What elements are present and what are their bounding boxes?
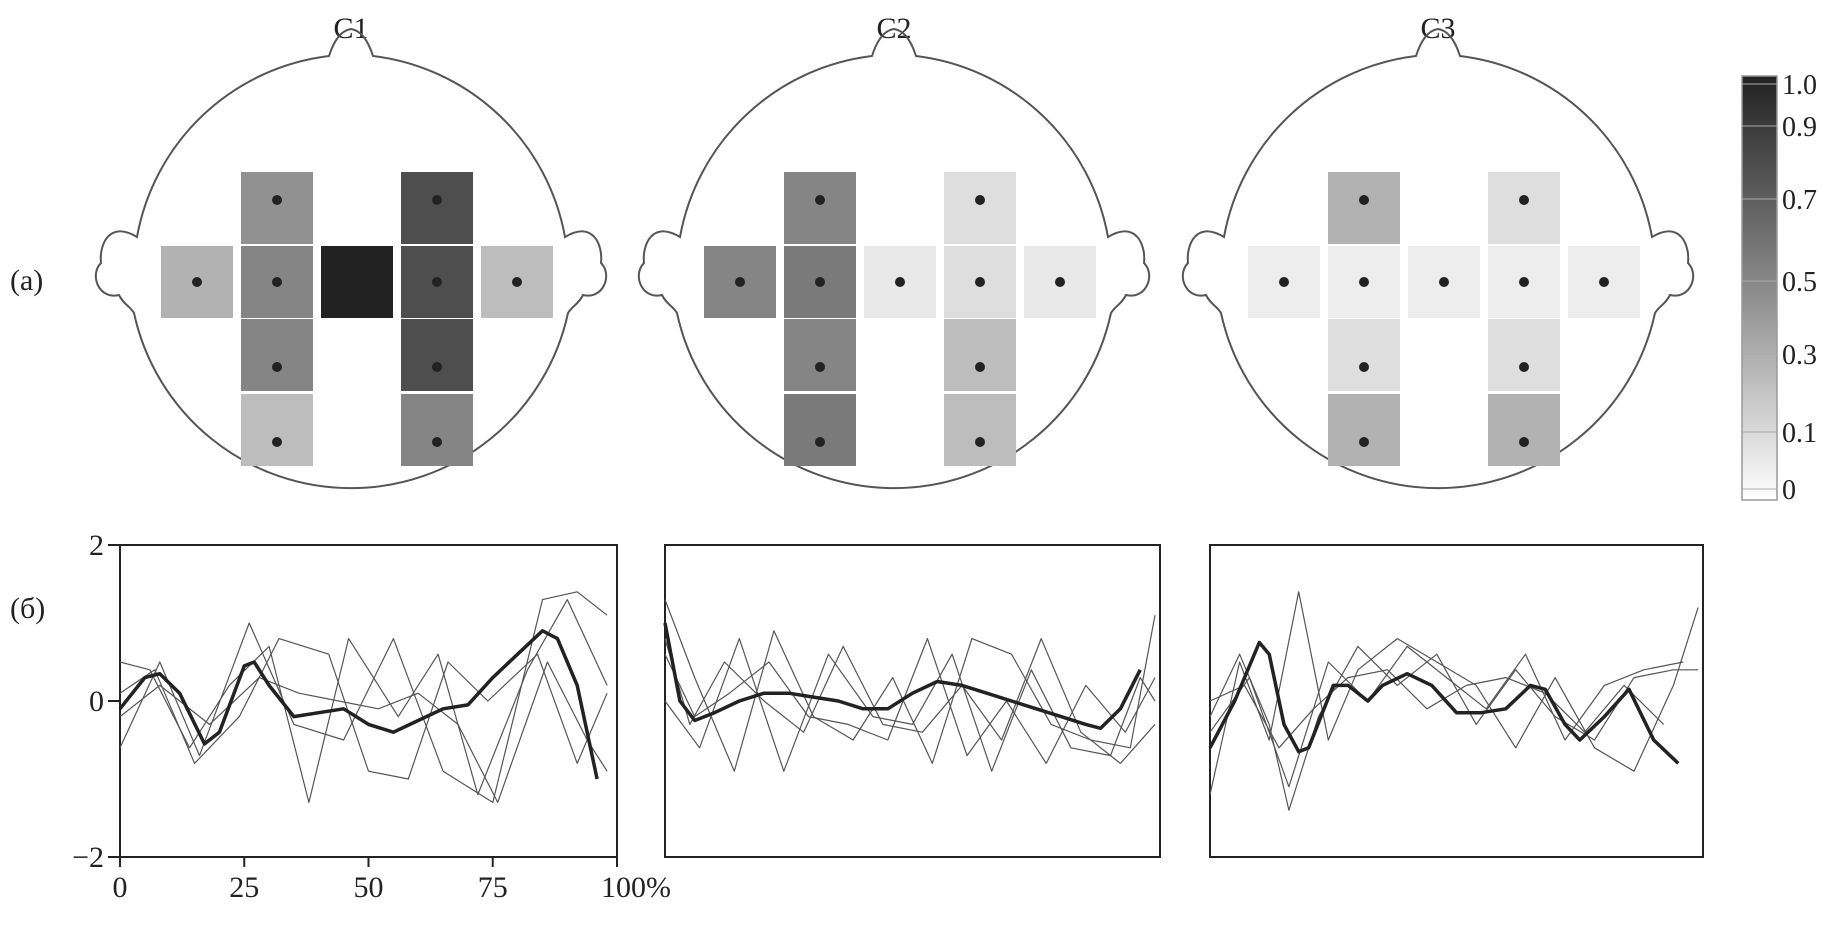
electrode-cell [401, 394, 473, 466]
trace-line [119, 591, 608, 803]
colorbar-tick-label: 0.3 [1782, 340, 1817, 371]
electrode-cell [784, 394, 856, 466]
electrode-dot [1359, 195, 1369, 205]
line-panel-3 [1208, 544, 1704, 858]
electrode-dot [815, 277, 825, 287]
electrode-dot [1599, 277, 1609, 287]
electrode-cell [401, 319, 473, 391]
electrode-cell [944, 172, 1016, 244]
panel-label-a: (a) [10, 264, 43, 297]
electrode-dot [192, 277, 202, 287]
mean-line [118, 629, 599, 780]
mean-line [663, 622, 1142, 731]
electrode-dot [895, 277, 905, 287]
head-map-c2: C2 [637, 12, 1151, 490]
trace-line [664, 638, 1156, 764]
electrode-dot [1519, 437, 1529, 447]
electrode-dot [1359, 277, 1369, 287]
electrode-cell [241, 394, 313, 466]
x-tick-label: 50 [354, 871, 384, 904]
electrode-dot [352, 277, 362, 287]
y-tick-label: 2 [89, 529, 104, 562]
electrode-dot [815, 195, 825, 205]
electrode-dot [975, 362, 985, 372]
electrode-dot [1439, 277, 1449, 287]
electrode-dot [512, 277, 522, 287]
electrode-dot [975, 437, 985, 447]
plot-frame [1209, 544, 1704, 858]
colorbar-tick-label: 0.9 [1782, 112, 1817, 143]
trace-line [664, 638, 1156, 764]
electrode-dot [815, 437, 825, 447]
electrode-dot [1519, 362, 1529, 372]
x-tick-label: 25 [229, 871, 259, 904]
colorbar: 1.0 0.9 0.7 0.5 0.3 0.1 0 [1741, 70, 1817, 506]
electrode-dot [975, 195, 985, 205]
line-panel-2 [663, 544, 1161, 858]
colorbar-tick-label: 0.1 [1782, 418, 1817, 449]
electrode-cell [784, 319, 856, 391]
colorbar-tick-label: 0.7 [1782, 185, 1817, 216]
electrode-dot [272, 362, 282, 372]
electrode-cell [1488, 172, 1560, 244]
electrode-dot [815, 362, 825, 372]
trace-line [664, 638, 1156, 772]
colorbar-tick-label: 0 [1782, 475, 1796, 506]
electrode-dot [975, 277, 985, 287]
electrode-cell [241, 319, 313, 391]
electrode-cell [241, 172, 313, 244]
electrode-cell [944, 394, 1016, 466]
electrode-dot [432, 195, 442, 205]
head-map-c1: C1 [94, 12, 608, 490]
trace-line [119, 661, 608, 803]
electrode-dot [432, 277, 442, 287]
panel-label-b: (б) [10, 592, 45, 625]
electrode-cell [1488, 319, 1560, 391]
trace-line [1209, 645, 1684, 788]
y-tick-label: −2 [72, 841, 104, 874]
electrode-dot [272, 277, 282, 287]
electrode-dot [432, 362, 442, 372]
trace-line [1209, 669, 1665, 749]
electrode-dot [272, 195, 282, 205]
trace-line [119, 638, 608, 780]
electrode-cell [944, 319, 1016, 391]
colorbar-tick-label: 1.0 [1782, 70, 1817, 101]
electrode-dot [1359, 362, 1369, 372]
x-tick-label: 100% [601, 871, 671, 904]
trace-line [1209, 591, 1699, 795]
electrode-dot [1055, 277, 1065, 287]
electrode-dot [1279, 277, 1289, 287]
x-tick-label: 75 [478, 871, 508, 904]
x-tick-label: 0 [113, 871, 128, 904]
electrode-dot [1519, 277, 1529, 287]
electrode-dot [272, 437, 282, 447]
electrode-dot [1359, 437, 1369, 447]
electrode-dot [735, 277, 745, 287]
line-panel-1: 2 0 −2 0 25 50 75 100% [72, 529, 671, 904]
trace-line [664, 599, 1156, 772]
y-tick-label: 0 [89, 685, 104, 718]
electrode-cell [1328, 172, 1400, 244]
mean-line [1208, 640, 1680, 765]
electrode-dot [1519, 195, 1529, 205]
colorbar-gradient [1741, 75, 1778, 501]
electrode-dot [432, 437, 442, 447]
plot-frame [119, 544, 618, 858]
electrode-cell [1328, 394, 1400, 466]
trace-line [119, 599, 608, 803]
head-map-c3: C3 [1181, 12, 1695, 490]
electrode-cell [1488, 394, 1560, 466]
electrode-cell [1328, 319, 1400, 391]
electrode-cell [401, 172, 473, 244]
electrode-cell [784, 172, 856, 244]
colorbar-tick-label: 0.5 [1782, 267, 1817, 298]
